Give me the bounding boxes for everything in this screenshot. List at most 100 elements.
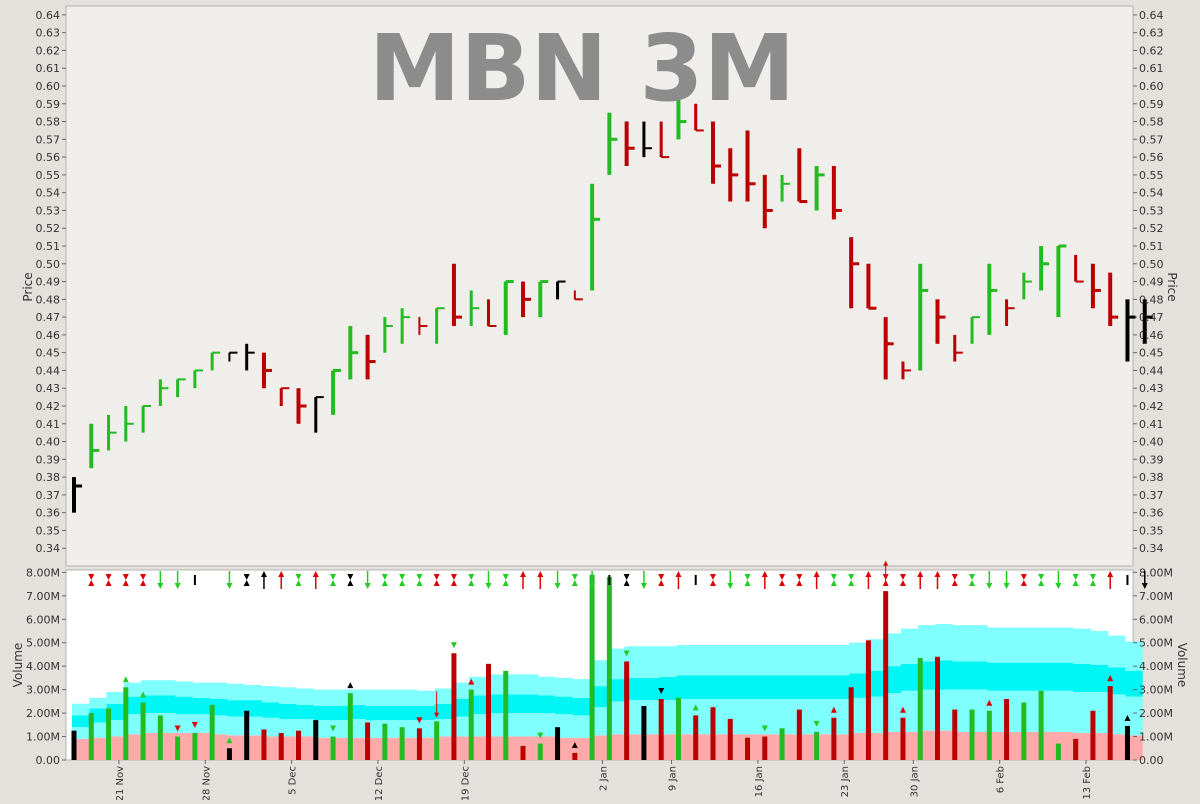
price-tick-label-left: 0.35 xyxy=(36,524,61,537)
volume-bar xyxy=(209,704,215,760)
ohlc-bar xyxy=(1142,299,1153,344)
volume-bar xyxy=(658,699,664,760)
price-tick-label-right: 0.46 xyxy=(1139,329,1164,342)
volume-bar xyxy=(710,707,716,760)
ohlc-bar xyxy=(72,477,82,513)
volume-bar xyxy=(330,736,336,760)
volume-signal-head xyxy=(434,712,440,718)
signal-marker xyxy=(433,574,440,586)
signal-marker-triangle-bottom xyxy=(709,580,716,586)
signal-marker xyxy=(243,574,250,586)
signal-marker-triangle-top xyxy=(709,574,716,580)
volume-signal-marker xyxy=(1107,675,1114,682)
volume-bar xyxy=(140,702,146,760)
ohlc-bar xyxy=(1125,299,1136,362)
price-tick-label-left: 0.61 xyxy=(36,62,61,75)
signal-marker-arrowhead xyxy=(675,571,682,577)
volume-bar xyxy=(693,715,699,760)
volume-signal-triangle xyxy=(692,704,699,711)
signal-marker-arrowhead xyxy=(1141,583,1148,589)
volume-signal-triangle xyxy=(658,688,665,695)
signal-marker xyxy=(174,571,181,589)
price-tick-label-right: 0.42 xyxy=(1139,400,1164,413)
volume-bar xyxy=(1004,699,1010,760)
volume-signal-marker xyxy=(692,704,699,711)
ohlc-bar xyxy=(987,263,998,335)
ohlc-bar xyxy=(521,281,532,318)
signal-marker xyxy=(1107,571,1114,589)
volume-bar xyxy=(1107,686,1113,760)
volume-signal-marker xyxy=(226,737,233,744)
volume-bar xyxy=(796,709,802,760)
date-tick-label: 2 Jan xyxy=(598,766,609,791)
ohlc-bar xyxy=(797,148,808,204)
signal-marker xyxy=(830,574,837,586)
volume-signal-triangle xyxy=(140,691,147,698)
price-panel: 0.34 0.34 0.35 0.35 0.36 0.36 0.37 0.37 0.38 0.38… xyxy=(21,5,1179,567)
signal-marker xyxy=(226,571,233,589)
signal-marker-triangle-bottom xyxy=(140,580,147,586)
volume-bar xyxy=(727,718,733,760)
volume-tick-label-left: 0.00 xyxy=(36,754,61,767)
volume-bar xyxy=(1090,710,1096,760)
signal-marker xyxy=(537,571,544,589)
price-tick-label-left: 0.34 xyxy=(36,542,61,555)
signal-marker-arrowhead xyxy=(1107,571,1114,577)
volume-signal-head xyxy=(883,560,889,566)
price-tick-label-right: 0.55 xyxy=(1139,169,1164,182)
volume-bar xyxy=(779,728,785,760)
price-tick-label-left: 0.46 xyxy=(36,329,61,342)
signal-marker-triangle-bottom xyxy=(243,580,250,586)
ohlc-bar xyxy=(849,237,860,309)
volume-panel: 0.00 0.00 1.00M 1.00M 2.00M 2.00M 3.00M 3.00M 4.… xyxy=(11,560,1189,801)
ohlc-bar xyxy=(745,130,756,202)
ohlc-bar xyxy=(970,316,981,344)
signal-marker-triangle-bottom xyxy=(330,580,337,586)
signal-marker-arrowhead xyxy=(865,571,872,577)
signal-marker xyxy=(1003,571,1010,589)
volume-bar xyxy=(814,731,820,760)
volume-bar xyxy=(382,723,388,760)
signal-marker-triangle-top xyxy=(571,574,578,580)
price-tick-label-left: 0.50 xyxy=(36,258,61,271)
volume-signal-triangle xyxy=(347,682,354,689)
ohlc-bar xyxy=(556,280,566,300)
price-tick-label-left: 0.64 xyxy=(36,9,61,22)
price-tick-label-left: 0.53 xyxy=(36,204,61,217)
signal-marker xyxy=(1055,571,1062,589)
signal-marker-triangle-bottom xyxy=(433,580,440,586)
date-tick-label: 23 Jan xyxy=(840,766,851,797)
signal-marker xyxy=(675,571,682,589)
price-tick-label-right: 0.63 xyxy=(1139,27,1164,40)
ohlc-bar xyxy=(1005,299,1015,326)
price-tick-label-right: 0.59 xyxy=(1139,98,1164,111)
ohlc-bar xyxy=(383,317,393,353)
volume-signal-marker xyxy=(571,741,578,748)
signal-marker xyxy=(727,571,734,589)
volume-tick-label-left: 4.00M xyxy=(26,660,60,673)
signal-marker-arrowhead xyxy=(986,583,993,589)
date-tick-label: 30 Jan xyxy=(909,766,920,797)
signal-marker xyxy=(502,574,509,586)
signal-marker-triangle-bottom xyxy=(1072,580,1079,586)
price-tick-label-left: 0.62 xyxy=(36,44,61,57)
signal-marker-triangle-bottom xyxy=(744,580,751,586)
signal-marker-triangle-top xyxy=(1089,574,1096,580)
signal-marker-triangle-top xyxy=(658,574,665,580)
price-tick-label-right: 0.36 xyxy=(1139,507,1164,520)
volume-bar xyxy=(641,706,647,760)
price-tick-label-right: 0.48 xyxy=(1139,293,1164,306)
ohlc-bar xyxy=(107,414,117,451)
ohlc-bar xyxy=(1056,244,1067,318)
signal-marker xyxy=(951,574,958,586)
ohlc-bar xyxy=(400,308,411,344)
volume-bar xyxy=(969,709,975,760)
signal-marker xyxy=(347,574,354,586)
price-tick-label-right: 0.52 xyxy=(1139,222,1164,235)
signal-marker-arrowhead xyxy=(1003,583,1010,589)
volume-axis-label-right: Volume xyxy=(1175,643,1189,688)
signal-marker-arrowhead xyxy=(813,571,820,577)
ohlc-bar xyxy=(503,280,514,335)
volume-signal-marker xyxy=(761,725,768,732)
